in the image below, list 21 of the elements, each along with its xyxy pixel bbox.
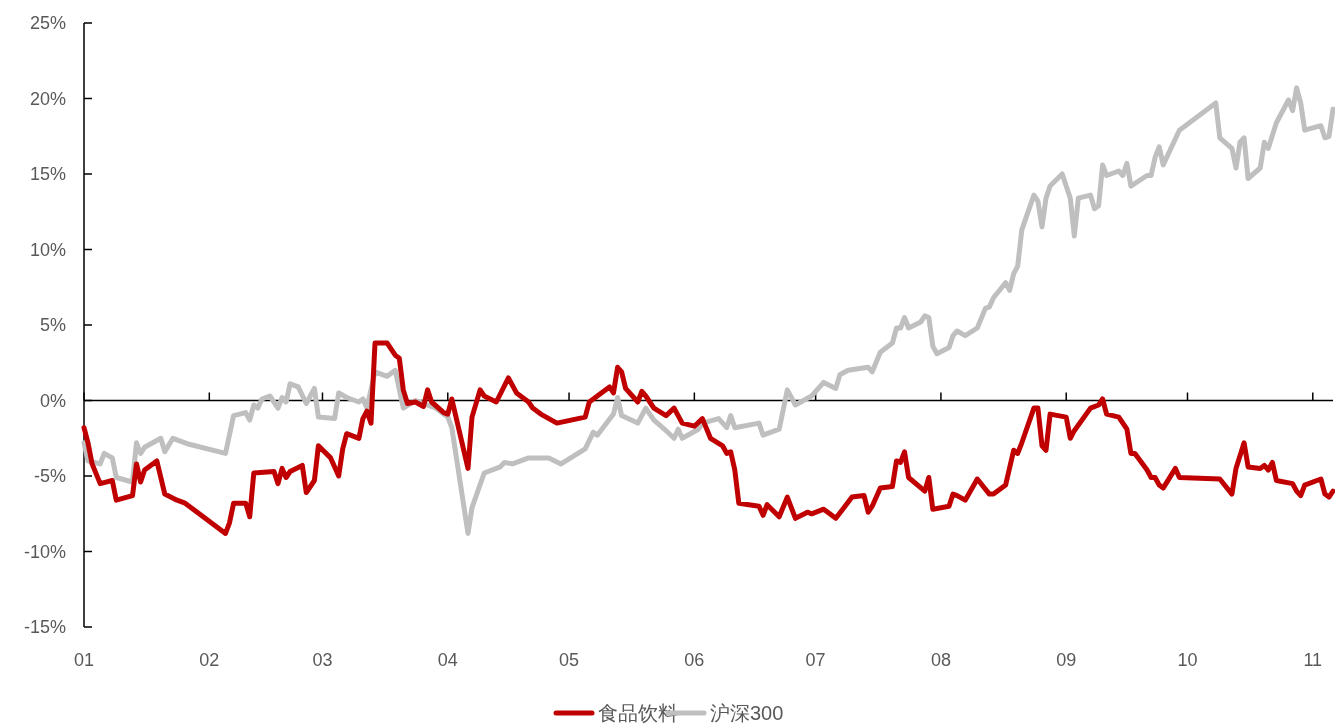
x-tick-label: 11 — [1303, 650, 1323, 670]
x-tick-label: 06 — [684, 650, 705, 670]
y-tick-label: 15% — [29, 164, 66, 184]
x-tick-label: 07 — [805, 650, 826, 670]
x-tick-label: 01 — [73, 650, 95, 670]
x-tick-label: 08 — [930, 650, 951, 670]
y-tick-label: -5% — [33, 466, 66, 486]
x-tick-label: 02 — [199, 650, 220, 670]
x-tick-label: 05 — [559, 650, 580, 670]
x-tick-label: 09 — [1056, 650, 1077, 670]
legend-label: 沪深300 — [710, 702, 784, 724]
y-tick-label: -10% — [23, 541, 66, 562]
y-tick-label: 5% — [39, 315, 66, 335]
y-tick-label: -15% — [23, 617, 66, 637]
y-tick-label: 25% — [29, 13, 66, 33]
y-tick-label: 0% — [39, 390, 66, 411]
x-tick-label: 04 — [437, 650, 458, 670]
x-tick-label: 03 — [312, 650, 333, 670]
y-tick-label: 10% — [29, 239, 66, 260]
y-tick-label: 20% — [29, 88, 66, 109]
x-tick-label: 10 — [1177, 650, 1198, 670]
